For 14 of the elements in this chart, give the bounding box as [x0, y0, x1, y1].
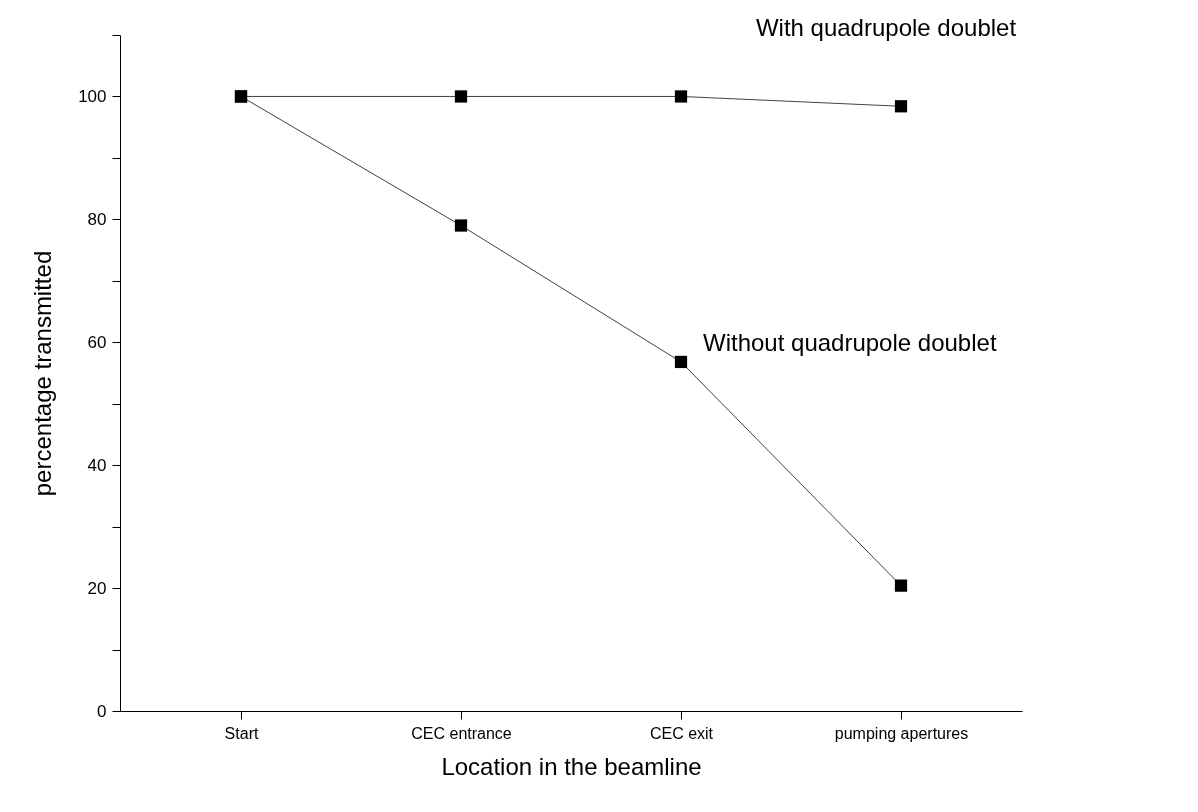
x-tick-label: Start — [224, 724, 259, 742]
x-tick-label: CEC entrance — [411, 724, 512, 742]
x-axis-title: Location in the beamline — [441, 752, 702, 780]
y-tick-label: 40 — [87, 455, 107, 475]
y-tick-label: 60 — [87, 332, 107, 352]
x-tick-label: pumping apertures — [834, 724, 969, 742]
y-tick-label: 100 — [78, 86, 107, 106]
y-axis-title: percentage transmitted — [29, 250, 57, 497]
text: With quadrupole doublet — [755, 14, 1017, 42]
y-tick-label: 20 — [87, 578, 107, 598]
series-label: Without quadrupole doublet — [703, 328, 997, 356]
y-tick-label: 80 — [87, 209, 107, 229]
x-tick-label: CEC exit — [649, 724, 714, 742]
y-tick-label: 0 — [97, 701, 107, 721]
